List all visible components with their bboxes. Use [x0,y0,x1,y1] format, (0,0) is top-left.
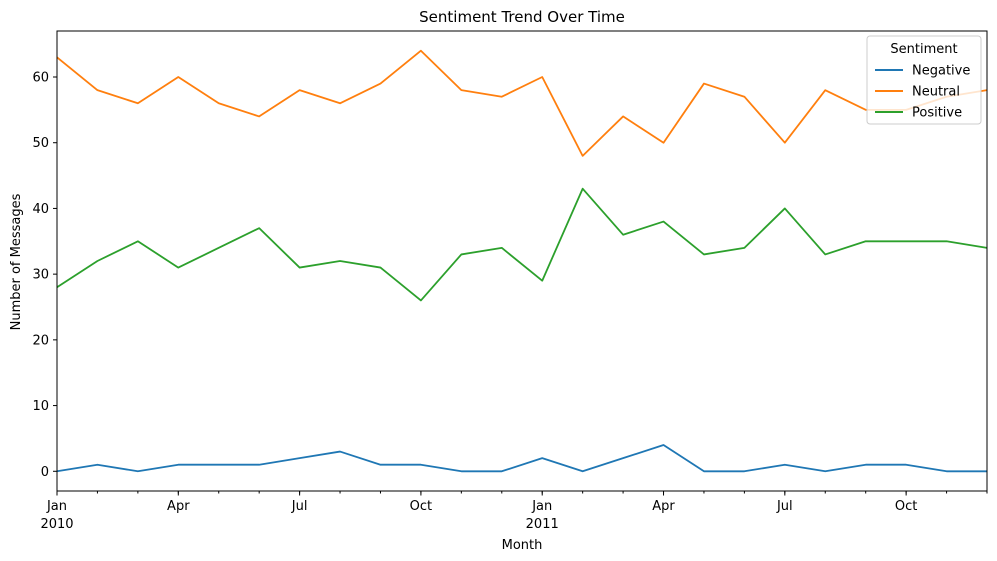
x-tick-year-label: 2011 [526,517,559,532]
y-tick-label: 10 [32,399,49,414]
x-axis: Jan 2010 Apr Jul Oct Jan 2011 Apr Jul Oct [40,491,988,532]
x-axis-title: Month [502,538,543,553]
series-line-negative [56,444,987,473]
plot-frame [56,30,988,492]
y-tick-label: 40 [32,202,49,217]
legend-label-positive: Positive [912,106,962,121]
y-axis-title: Number of Messages [9,193,24,330]
y-tick-label: 20 [32,333,49,348]
legend-box [866,35,982,125]
x-tick-label: Jul [291,499,308,514]
x-tick-label: Jul [776,499,793,514]
legend: Sentiment Negative Neutral Positive [866,35,982,125]
x-tick-label: Apr [167,499,190,514]
plot-area [56,30,988,492]
y-tick-label: 30 [32,268,49,283]
y-tick-label: 60 [32,71,49,86]
x-tick-label: Apr [652,499,675,514]
legend-label-negative: Negative [912,64,970,79]
x-tick-year-label: 2010 [40,517,73,532]
series-line-positive [56,187,988,302]
x-tick-label: Oct [410,499,432,514]
series-line-neutral [56,49,988,157]
x-tick-label: Oct [895,499,917,514]
legend-label-neutral: Neutral [912,85,960,100]
x-tick-label: Jan [531,499,552,514]
y-tick-label: 0 [41,465,49,480]
legend-title: Sentiment [890,42,957,57]
chart-title: Sentiment Trend Over Time [419,8,625,26]
y-axis: 0 10 20 30 40 50 60 [32,71,57,480]
x-tick-label: Jan [46,499,67,514]
y-tick-label: 50 [32,136,49,151]
